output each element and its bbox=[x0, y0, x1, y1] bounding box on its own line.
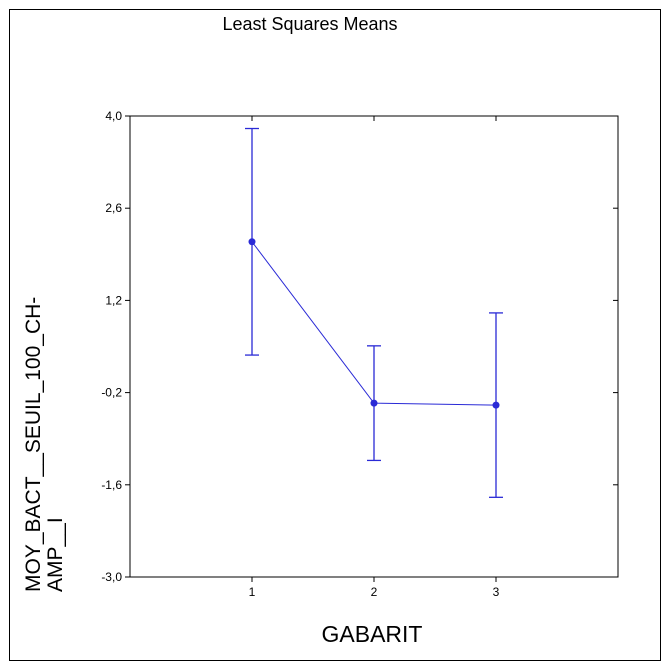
y-tick-label: 2,6 bbox=[105, 201, 122, 215]
x-axis-label: GABARIT bbox=[322, 621, 423, 647]
y-tick-label: 4,0 bbox=[105, 109, 122, 123]
y-axis-label: AMP__I bbox=[44, 517, 67, 592]
point bbox=[492, 401, 500, 409]
y-tick-label: -3,0 bbox=[101, 570, 122, 584]
point bbox=[248, 238, 256, 246]
chart-title: Least Squares Means bbox=[222, 14, 397, 34]
y-axis-label: MOY_BACT__SEUIL_100_CH- bbox=[22, 297, 45, 592]
y-tick-label: 1,2 bbox=[105, 293, 122, 307]
y-tick-label: -1,6 bbox=[101, 478, 122, 492]
frame bbox=[9, 9, 661, 661]
point bbox=[370, 399, 378, 407]
x-tick-label: 3 bbox=[493, 585, 500, 599]
x-tick-label: 2 bbox=[371, 585, 378, 599]
x-tick-label: 1 bbox=[249, 585, 256, 599]
y-tick-label: -0,2 bbox=[101, 386, 122, 400]
